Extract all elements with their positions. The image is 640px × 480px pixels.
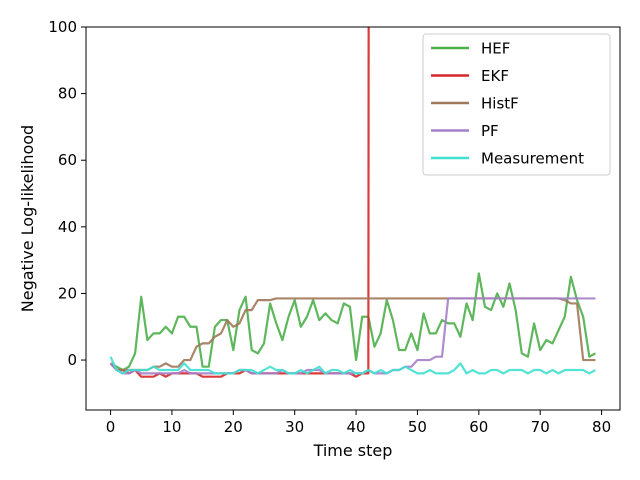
series-line-hef <box>110 272 596 372</box>
legend-label-ekf: EKF <box>481 67 509 85</box>
x-tick-label: 50 <box>408 418 427 436</box>
y-tick-label: 40 <box>58 218 77 236</box>
legend-frame <box>422 33 611 176</box>
legend: HEF EKF HistF PF Measurement <box>422 33 611 176</box>
x-tick-label: 10 <box>162 418 181 436</box>
x-tick-label: 30 <box>285 418 304 436</box>
series-line-pf <box>109 297 596 375</box>
x-tick-label: 60 <box>469 418 488 436</box>
x-tick-label: 70 <box>531 418 550 436</box>
y-axis-title: Negative Log-likelihood <box>18 125 37 312</box>
y-tick-label: 100 <box>48 18 77 36</box>
x-tick-label: 40 <box>347 418 366 436</box>
ticks-layer: 0 10 20 30 40 50 60 70 80 0 20 40 60 80 100 <box>48 18 611 436</box>
series-line-measurement <box>109 356 596 375</box>
y-tick-label: 20 <box>58 284 77 302</box>
plot-frame <box>85 26 621 411</box>
legend-label-pf: PF <box>481 122 499 140</box>
y-tick-label: 60 <box>58 151 77 169</box>
x-tick-label: 0 <box>106 418 116 436</box>
x-axis-title: Time step <box>313 441 393 460</box>
y-tick-label: 80 <box>58 85 77 103</box>
x-tick-label: 20 <box>224 418 243 436</box>
x-tick-label: 80 <box>592 418 611 436</box>
y-tick-label: 0 <box>67 351 77 369</box>
legend-label-hef: HEF <box>481 40 510 58</box>
legend-label-histf: HistF <box>481 95 519 113</box>
series-layer <box>109 27 596 378</box>
legend-label-measurement: Measurement <box>481 150 584 168</box>
